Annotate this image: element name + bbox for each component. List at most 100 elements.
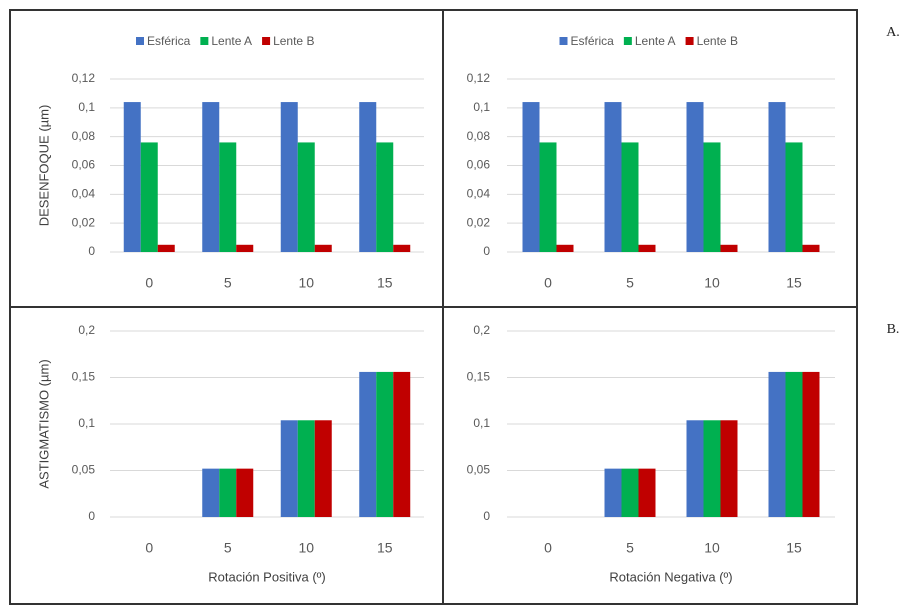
y-tick-label: 0,04 (72, 187, 96, 201)
y-tick-label: 0,1 (78, 100, 95, 114)
bar (236, 244, 254, 252)
legend-label: Esférica (571, 34, 615, 48)
y-tick-label: 0 (88, 244, 95, 258)
bar (297, 142, 315, 252)
y-tick-label: 0,2 (473, 323, 490, 337)
bar (157, 244, 175, 252)
y-tick-label: 0,12 (72, 71, 96, 85)
y-tick-label: 0 (483, 244, 490, 258)
bar (638, 468, 656, 517)
bar (720, 244, 738, 252)
legend-swatch (200, 37, 209, 45)
y-tick-label: 0,08 (72, 129, 96, 143)
x-tick-label: 10 (298, 275, 314, 291)
y-tick-label: 0,02 (467, 215, 491, 229)
y-tick-label: 0 (88, 509, 95, 523)
bar (280, 102, 298, 252)
x-axis-label: Rotación Negativa (º) (609, 569, 732, 584)
x-tick-label: 5 (224, 275, 232, 291)
x-tick-label: 0 (145, 540, 153, 556)
bar (297, 420, 315, 517)
x-tick-label: 5 (224, 540, 232, 556)
x-tick-label: 15 (786, 275, 802, 291)
bar (376, 142, 394, 252)
panel-label: A. (886, 25, 900, 40)
legend-label: Lente A (211, 34, 252, 48)
x-tick-label: 0 (544, 275, 552, 291)
legend-label: Lente B (273, 34, 314, 48)
panel-label: B. (887, 322, 900, 337)
bar (140, 142, 158, 252)
bar (621, 468, 639, 517)
y-tick-label: 0,06 (467, 158, 491, 172)
legend-swatch (559, 37, 568, 45)
bar (686, 102, 704, 252)
bar (604, 468, 622, 517)
bar (314, 244, 332, 252)
bar (522, 102, 540, 252)
bar (604, 102, 622, 252)
bar (393, 371, 411, 517)
bar (703, 142, 721, 252)
y-tick-label: 0 (483, 509, 490, 523)
x-tick-label: 0 (544, 540, 552, 556)
bar (359, 371, 377, 517)
x-tick-label: 10 (704, 275, 720, 291)
legend-swatch (136, 37, 144, 45)
bar (686, 420, 704, 517)
bar (802, 371, 820, 517)
legend-label: Lente B (697, 34, 738, 48)
x-tick-label: 10 (704, 540, 720, 556)
bar (314, 420, 332, 517)
x-tick-label: 0 (145, 275, 153, 291)
y-tick-label: 0,12 (467, 71, 491, 85)
legend-swatch (262, 37, 271, 45)
bar (621, 142, 639, 252)
y-axis-label: DESENFOQUE (µm) (36, 105, 51, 227)
bar (785, 371, 803, 517)
bar (539, 142, 557, 252)
x-tick-label: 5 (626, 275, 634, 291)
x-tick-label: 10 (298, 540, 314, 556)
y-tick-label: 0,15 (72, 370, 96, 384)
bar (768, 371, 786, 517)
y-tick-label: 0,1 (78, 416, 95, 430)
y-tick-label: 0,2 (78, 323, 95, 337)
bar (638, 244, 656, 252)
x-tick-label: 5 (626, 540, 634, 556)
x-tick-label: 15 (786, 540, 802, 556)
bar (768, 102, 786, 252)
y-tick-label: 0,02 (72, 215, 96, 229)
y-tick-label: 0,05 (72, 463, 96, 477)
y-tick-label: 0,1 (473, 100, 490, 114)
bar (556, 244, 574, 252)
bar (802, 244, 820, 252)
bar (393, 244, 411, 252)
bar (202, 468, 220, 517)
bar (123, 102, 141, 252)
legend-label: Lente A (635, 34, 676, 48)
legend-label: Esférica (147, 34, 191, 48)
y-tick-label: 0,05 (467, 463, 491, 477)
y-tick-label: 0,04 (467, 187, 491, 201)
bar (720, 420, 738, 517)
bar (219, 468, 237, 517)
y-tick-label: 0,15 (467, 370, 491, 384)
legend-swatch (623, 37, 632, 45)
y-tick-label: 0,08 (467, 129, 491, 143)
x-axis-label: Rotación Positiva (º) (208, 569, 325, 584)
bar (359, 102, 377, 252)
x-tick-label: 15 (377, 540, 393, 556)
bar (236, 468, 254, 517)
y-tick-label: 0,06 (72, 158, 96, 172)
panel-border (442, 306, 858, 605)
bar (376, 371, 394, 517)
bar (219, 142, 237, 252)
y-axis-label: ASTIGMATISMO (µm) (36, 359, 51, 488)
x-tick-label: 15 (377, 275, 393, 291)
bar (202, 102, 220, 252)
bar (280, 420, 298, 517)
y-tick-label: 0,1 (473, 416, 490, 430)
legend-swatch (685, 37, 694, 45)
